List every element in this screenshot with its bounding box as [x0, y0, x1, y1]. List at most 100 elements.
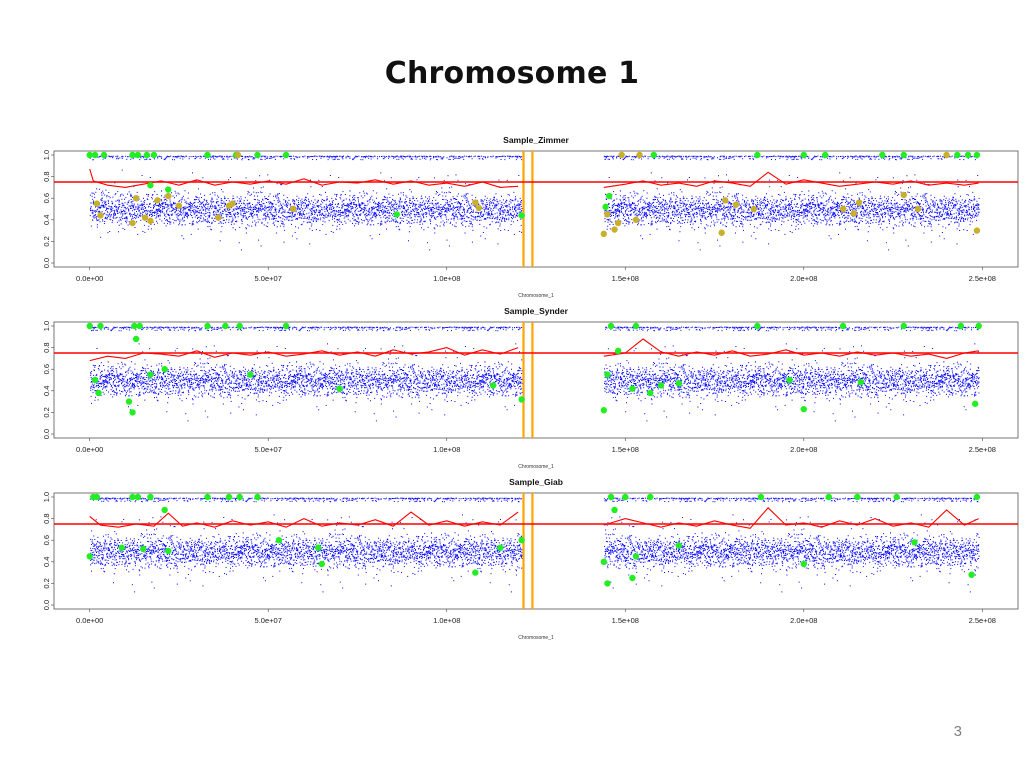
x-tick-label: 1.5e+08: [612, 616, 639, 625]
y-tick-label: 0.4: [42, 215, 51, 225]
x-tick-label: 2.0e+08: [790, 274, 817, 283]
green-marker: [489, 382, 497, 389]
olive-marker: [839, 205, 847, 213]
green-marker: [900, 322, 907, 330]
green-marker: [600, 558, 608, 565]
x-tick-label: 1.5e+08: [612, 445, 639, 454]
green-marker: [91, 151, 99, 159]
x-tick-label: 1.0e+08: [433, 274, 460, 283]
green-marker: [800, 560, 807, 568]
olive-marker: [129, 219, 136, 227]
x-tick-label: 0.0e+00: [76, 445, 103, 454]
y-tick-label: 0.8: [42, 171, 51, 181]
x-axis-title: Chromosome_1: [518, 464, 554, 470]
green-marker: [754, 322, 761, 330]
olive-marker: [850, 210, 857, 217]
green-marker: [614, 347, 622, 355]
green-marker: [600, 407, 608, 414]
green-marker: [825, 493, 832, 501]
green-marker: [632, 553, 640, 560]
green-marker: [254, 493, 261, 501]
olive-marker: [132, 195, 140, 202]
green-marker: [393, 211, 400, 218]
olive-marker: [175, 202, 183, 209]
y-tick-label: 0.2: [42, 407, 51, 417]
green-marker: [91, 376, 99, 384]
green-marker: [893, 493, 900, 501]
olive-marker: [973, 227, 981, 234]
x-tick-label: 2.5e+08: [969, 274, 996, 283]
green-marker: [757, 493, 765, 501]
green-marker: [518, 537, 525, 544]
green-marker: [518, 212, 525, 219]
olive-marker: [97, 212, 104, 219]
green-marker: [282, 151, 290, 159]
y-tick-label: 0.4: [42, 557, 51, 567]
green-marker: [607, 322, 615, 330]
chart-title: Sample_Synder: [504, 306, 568, 316]
olive-marker: [604, 211, 611, 218]
green-marker: [472, 569, 479, 576]
x-tick-label: 5.0e+07: [255, 274, 282, 283]
green-marker: [632, 322, 640, 330]
olive-marker: [141, 214, 149, 221]
green-marker: [622, 493, 629, 501]
green-marker: [247, 371, 254, 378]
x-tick-label: 2.5e+08: [969, 445, 996, 454]
green-marker: [800, 151, 807, 159]
green-marker: [236, 322, 243, 330]
green-marker: [675, 380, 683, 387]
y-tick-label: 0.2: [42, 578, 51, 588]
x-tick-label: 5.0e+07: [255, 445, 282, 454]
olive-marker: [229, 200, 236, 207]
olive-marker: [943, 151, 950, 159]
green-marker: [282, 322, 290, 330]
green-marker: [657, 382, 665, 389]
x-tick-label: 0.0e+00: [76, 274, 103, 283]
green-marker: [822, 151, 829, 159]
green-marker: [607, 493, 615, 501]
green-marker: [854, 493, 861, 501]
y-tick-label: 0.0: [42, 429, 51, 439]
olive-marker: [600, 230, 608, 238]
green-marker: [275, 537, 283, 544]
chart-panel-2: Sample_Synder 0.0 0.2 0.4 0.6 0.8 1.0 0.0e+00 5.…: [42, 306, 1019, 470]
green-marker: [95, 389, 102, 397]
green-marker: [86, 151, 93, 159]
green-marker: [954, 151, 961, 159]
olive-marker: [234, 151, 242, 159]
y-tick-label: 1.0: [42, 492, 51, 502]
olive-marker: [722, 197, 729, 204]
green-marker: [204, 322, 211, 330]
green-marker: [93, 493, 101, 501]
x-tick-label: 2.5e+08: [969, 616, 996, 625]
green-marker: [134, 493, 142, 501]
green-marker: [100, 151, 108, 159]
green-marker: [602, 203, 609, 211]
green-marker: [857, 378, 865, 386]
y-tick-label: 0.8: [42, 342, 51, 352]
green-marker: [518, 396, 525, 403]
green-marker: [161, 366, 168, 373]
green-marker: [629, 385, 636, 392]
green-marker: [222, 322, 229, 330]
green-marker: [497, 544, 504, 551]
green-marker: [86, 322, 93, 330]
green-marker: [236, 493, 243, 501]
green-marker: [129, 493, 136, 501]
olive-marker: [290, 205, 297, 213]
green-marker: [129, 409, 136, 416]
x-tick-label: 5.0e+07: [255, 616, 282, 625]
x-tick-label: 1.0e+08: [433, 445, 460, 454]
olive-marker: [914, 205, 922, 213]
green-marker: [911, 539, 918, 546]
olive-marker: [475, 204, 483, 212]
green-marker: [604, 371, 611, 378]
green-marker: [254, 151, 261, 159]
green-marker: [134, 151, 142, 159]
green-marker: [147, 182, 154, 189]
green-marker: [204, 151, 211, 159]
green-marker: [647, 493, 654, 501]
green-marker: [315, 544, 322, 551]
